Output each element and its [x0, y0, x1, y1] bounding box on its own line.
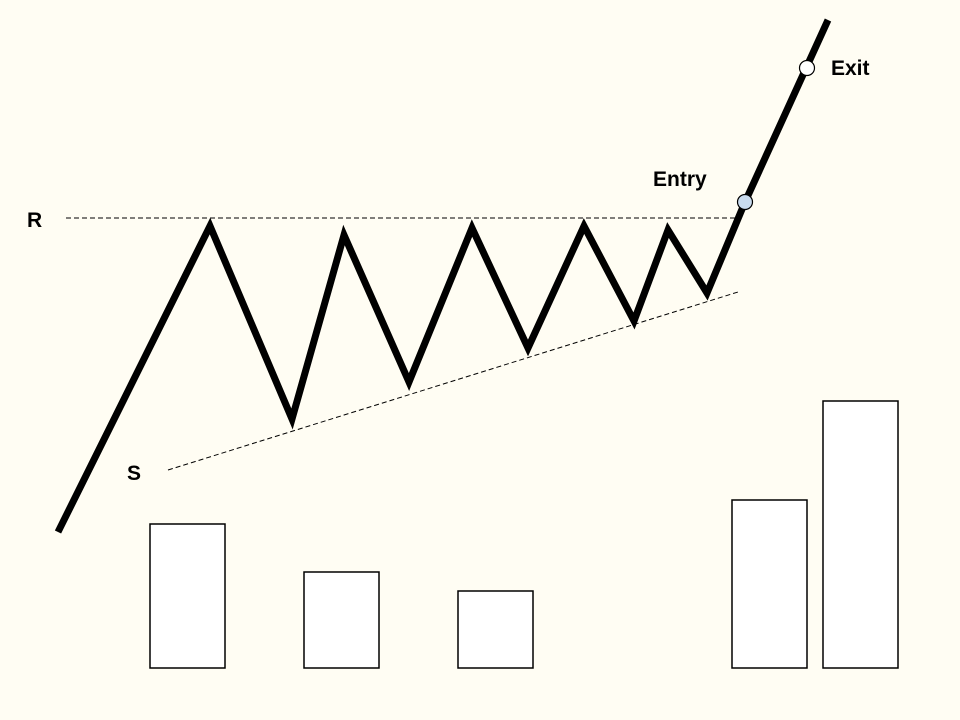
support-label: S	[127, 462, 141, 485]
volume-bar-2	[303, 571, 380, 669]
price-line	[54, 18, 832, 534]
volume-bar-1	[149, 523, 226, 669]
resistance-label: R	[27, 209, 42, 232]
entry-marker	[736, 193, 754, 211]
entry-label: Entry	[653, 168, 707, 191]
volume-bar-4	[731, 499, 808, 669]
volume-bar-5	[822, 400, 899, 669]
volume-bars	[149, 400, 899, 669]
exit-label: Exit	[831, 57, 870, 80]
volume-bar-3	[457, 590, 534, 669]
exit-marker	[798, 59, 816, 77]
support-line	[167, 291, 739, 471]
